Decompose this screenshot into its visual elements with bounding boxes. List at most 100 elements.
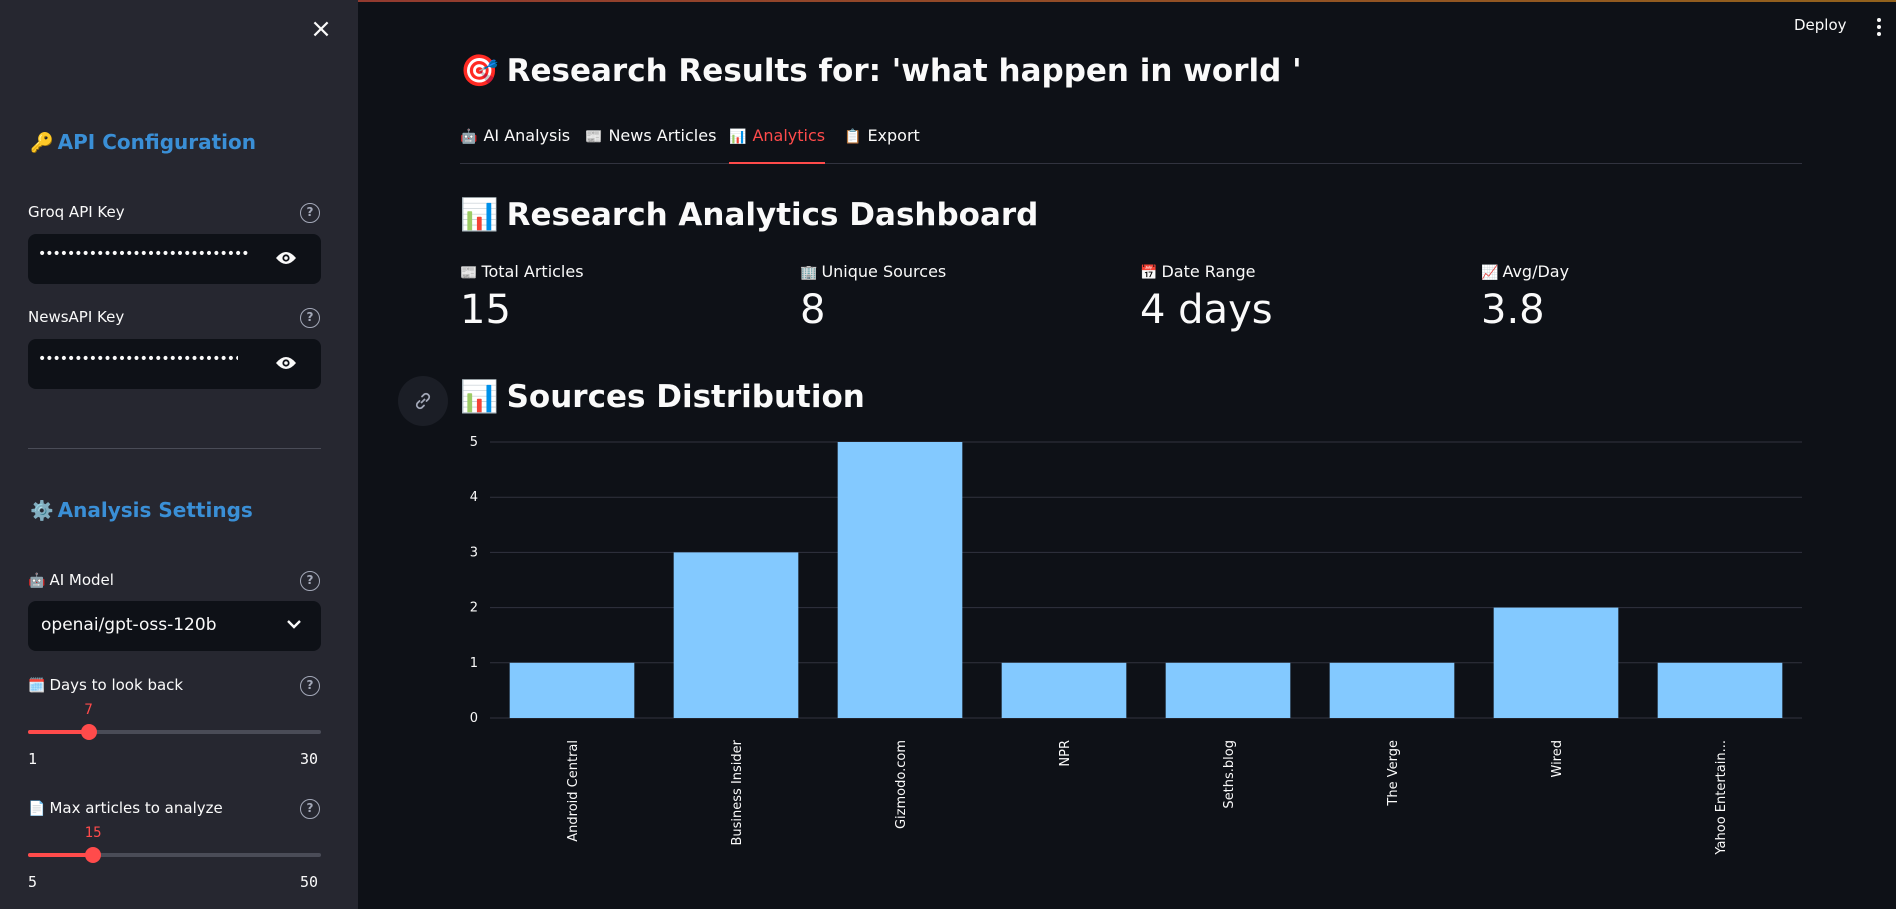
tab-bar: 🤖 AI Analysis 📰 News Articles 📊 Analytics 📋…	[460, 126, 1802, 164]
max-articles-slider-thumb[interactable]	[85, 847, 102, 863]
groq-api-key-input[interactable]: ••••••••••••••••••••••••••••••••••••	[28, 234, 321, 284]
x-tick-label: Wired	[1550, 740, 1565, 778]
bar-chart-icon: 📊	[460, 379, 499, 415]
tab-news-articles[interactable]: 📰 News Articles	[585, 126, 716, 164]
x-tick-label: Android Central	[566, 740, 581, 842]
api-configuration-heading: 🔑 API Configuration	[30, 130, 256, 154]
metric-label-text: Total Articles	[481, 262, 584, 281]
sources-distribution-title-text: Sources Distribution	[506, 379, 865, 415]
days-help-icon[interactable]: ?	[300, 676, 320, 696]
days-label-text: Days to look back	[49, 676, 184, 694]
page-title-text: Research Results for: 'what happen in wo…	[506, 53, 1302, 89]
days-slider-max: 30	[300, 750, 319, 768]
bar[interactable]	[837, 442, 963, 718]
max-articles-label-text: Max articles to analyze	[49, 799, 223, 817]
metric-avg-day: 📈 Avg/Day 3.8	[1481, 262, 1569, 333]
y-tick-label: 2	[470, 601, 478, 616]
key-icon: 🔑	[30, 132, 54, 154]
metric-avg-day-value: 3.8	[1481, 287, 1545, 333]
analysis-settings-text: Analysis Settings	[57, 498, 253, 522]
newsapi-key-value: ••••••••••••••••••••••••••••••••	[38, 351, 238, 367]
groq-help-icon[interactable]: ?	[300, 203, 320, 223]
groq-api-key-label: Groq API Key	[28, 203, 125, 221]
tab-ai-analysis[interactable]: 🤖 AI Analysis	[460, 126, 570, 164]
newsapi-key-input[interactable]: ••••••••••••••••••••••••••••••••	[28, 339, 321, 389]
sources-distribution-title: 📊 Sources Distribution	[460, 378, 865, 415]
main-menu-icon[interactable]	[1876, 18, 1882, 38]
x-tick-label: Gizmodo.com	[894, 740, 909, 829]
x-tick-label: NPR	[1058, 740, 1073, 767]
sources-bar-chart: 0 1 2 3 4 5 Android Central Business Insider Giz…	[470, 435, 1802, 856]
bar[interactable]	[509, 662, 635, 718]
bar[interactable]	[1001, 662, 1127, 718]
building-icon: 🏢	[800, 265, 818, 281]
days-slider[interactable]	[28, 724, 321, 740]
max-articles-slider[interactable]	[28, 847, 321, 863]
ai-model-label: 🤖 AI Model	[28, 571, 114, 589]
ai-model-help-icon[interactable]: ?	[300, 571, 320, 591]
dashboard-title-text: Research Analytics Dashboard	[506, 197, 1039, 233]
metric-total-articles-value: 15	[460, 287, 511, 333]
tab-analytics[interactable]: 📊 Analytics	[729, 126, 826, 164]
newsapi-key-label: NewsAPI Key	[28, 308, 125, 326]
ai-model-select[interactable]: openai/gpt-oss-120b	[28, 601, 321, 651]
chevron-down-icon	[287, 620, 301, 629]
top-decoration	[0, 0, 1896, 2]
robot-icon: 🤖	[460, 129, 478, 145]
calendar-icon: 📅	[1140, 265, 1158, 281]
show-password-icon[interactable]	[275, 355, 297, 371]
metric-date-range-value: 4 days	[1140, 287, 1273, 333]
tab-ai-analysis-label: AI Analysis	[483, 126, 571, 145]
bar[interactable]	[1657, 662, 1783, 718]
x-tick-label: Yahoo Entertain...	[1714, 740, 1729, 856]
trend-up-icon: 📈	[1481, 265, 1499, 281]
document-icon: 📄	[28, 801, 46, 817]
link-icon	[415, 392, 431, 410]
tab-export[interactable]: 📋 Export	[844, 126, 920, 164]
bar-chart-icon: 📊	[460, 197, 499, 233]
days-slider-value: 7	[84, 702, 93, 718]
close-sidebar-button[interactable]: ×	[310, 14, 332, 44]
anchor-link-button[interactable]	[398, 376, 448, 426]
metric-date-range: 📅 Date Range 4 days	[1140, 262, 1273, 333]
tab-export-label: Export	[867, 126, 920, 145]
newspaper-icon: 📰	[460, 265, 478, 281]
sidebar: × 🔑 API Configuration Groq API Key ? ••••…	[0, 0, 358, 909]
bar[interactable]	[1165, 662, 1291, 718]
bar[interactable]	[673, 552, 799, 718]
newsapi-help-icon[interactable]: ?	[300, 308, 320, 328]
ai-model-label-text: AI Model	[49, 571, 114, 589]
metric-total-articles-label: 📰 Total Articles	[460, 262, 584, 281]
bar[interactable]	[1493, 607, 1619, 718]
sidebar-divider	[28, 448, 321, 449]
days-slider-thumb[interactable]	[80, 724, 97, 740]
tab-analytics-label: Analytics	[752, 126, 826, 145]
metric-unique-sources: 🏢 Unique Sources 8	[800, 262, 946, 333]
metric-label-text: Unique Sources	[821, 262, 947, 281]
y-tick-label: 0	[470, 711, 478, 726]
groq-api-key-value: ••••••••••••••••••••••••••••••••••••	[38, 246, 248, 262]
x-tick-label: Seths.blog	[1222, 740, 1237, 809]
tab-news-articles-label: News Articles	[608, 126, 717, 145]
api-configuration-text: API Configuration	[57, 130, 257, 154]
calendar-icon: 🗓️	[28, 678, 46, 694]
bar-chart-icon: 📊	[729, 129, 747, 145]
y-tick-label: 5	[470, 435, 478, 450]
analysis-settings-heading: ⚙️ Analysis Settings	[30, 498, 253, 522]
y-tick-label: 1	[470, 656, 478, 671]
x-tick-label: Business Insider	[730, 739, 745, 845]
max-articles-label: 📄 Max articles to analyze	[28, 799, 223, 817]
bar[interactable]	[1329, 662, 1455, 718]
target-icon: 🎯	[460, 53, 499, 89]
deploy-button[interactable]: Deploy	[1794, 16, 1847, 34]
max-articles-slider-min: 5	[28, 873, 38, 891]
dashboard-title: 📊 Research Analytics Dashboard	[460, 196, 1038, 233]
show-password-icon[interactable]	[275, 250, 297, 266]
max-articles-help-icon[interactable]: ?	[300, 799, 320, 819]
ai-model-value: openai/gpt-oss-120b	[41, 615, 217, 635]
metric-avg-day-label: 📈 Avg/Day	[1481, 262, 1569, 281]
page-title: 🎯 Research Results for: 'what happen in w…	[460, 52, 1302, 89]
metric-date-range-label: 📅 Date Range	[1140, 262, 1273, 281]
max-articles-slider-max: 50	[300, 873, 319, 891]
y-tick-label: 4	[470, 490, 478, 505]
